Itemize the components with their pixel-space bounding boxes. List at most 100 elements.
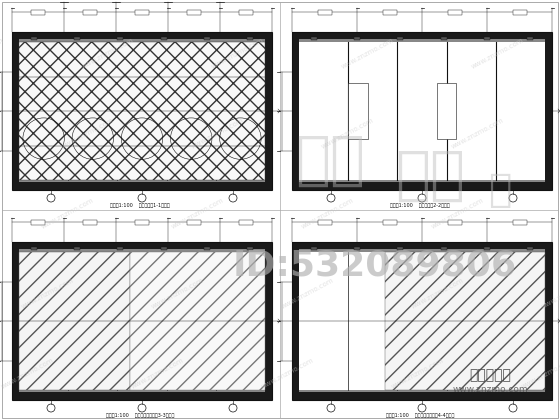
Text: www.znzmo.com: www.znzmo.com — [340, 37, 395, 70]
Bar — [292, 180, 552, 182]
Text: www.znzmo.com: www.znzmo.com — [190, 117, 245, 150]
Bar — [528, 37, 533, 40]
Bar — [248, 37, 253, 40]
Circle shape — [418, 404, 426, 412]
Bar — [12, 249, 272, 252]
Bar — [265, 242, 272, 400]
Bar — [83, 220, 97, 225]
Text: www.znzmo.com: www.znzmo.com — [150, 277, 204, 310]
Bar — [545, 32, 552, 190]
Bar — [292, 32, 552, 190]
Bar — [292, 32, 552, 39]
Bar — [385, 252, 545, 390]
Text: www.znzmo.com: www.znzmo.com — [452, 386, 528, 394]
Bar — [348, 84, 368, 139]
Bar — [74, 37, 80, 40]
Text: www.znzmo.com: www.znzmo.com — [0, 357, 54, 390]
Text: www.znzmo.com: www.znzmo.com — [320, 117, 375, 150]
Text: www.znzmo.com: www.znzmo.com — [280, 277, 334, 310]
Bar — [354, 247, 360, 250]
Circle shape — [229, 194, 237, 202]
Bar — [484, 247, 490, 250]
Bar — [292, 242, 299, 400]
Bar — [31, 220, 45, 225]
Bar — [292, 32, 299, 190]
Bar — [19, 42, 265, 180]
Text: www.znzmo.com: www.znzmo.com — [540, 277, 560, 310]
Text: www.znzmo.com: www.znzmo.com — [390, 357, 445, 390]
Bar — [118, 247, 123, 250]
Circle shape — [327, 194, 335, 202]
Bar — [437, 84, 456, 139]
Bar — [292, 392, 552, 400]
Bar — [512, 10, 526, 15]
Bar — [12, 390, 272, 392]
Text: www.znzmo.com: www.znzmo.com — [520, 357, 560, 390]
Text: www.znzmo.com: www.znzmo.com — [430, 197, 484, 230]
Text: 知未资料库: 知未资料库 — [469, 368, 511, 382]
Bar — [311, 37, 316, 40]
Bar — [292, 182, 552, 190]
Bar — [292, 242, 552, 400]
Bar — [118, 37, 123, 40]
Bar — [12, 392, 272, 400]
Bar — [441, 37, 447, 40]
Text: 比例：1:100    五层及以上立面图3-3剖面图: 比例：1:100 五层及以上立面图3-3剖面图 — [106, 412, 174, 417]
Text: www.znzmo.com: www.znzmo.com — [80, 37, 134, 70]
Bar — [545, 242, 552, 400]
Bar — [292, 249, 552, 252]
Bar — [19, 252, 130, 390]
Bar — [31, 10, 45, 15]
Text: www.znzmo.com: www.znzmo.com — [410, 277, 465, 310]
Bar — [31, 37, 36, 40]
Bar — [204, 247, 210, 250]
Text: 资料: 资料 — [395, 147, 465, 204]
Circle shape — [509, 404, 517, 412]
Bar — [12, 32, 272, 190]
Bar — [12, 32, 272, 39]
Bar — [12, 39, 272, 42]
Text: www.znzmo.com: www.znzmo.com — [170, 197, 225, 230]
Bar — [135, 10, 149, 15]
Bar — [292, 390, 552, 392]
Text: 库: 库 — [488, 171, 512, 209]
Bar — [354, 37, 360, 40]
Bar — [12, 182, 272, 190]
Text: 比例：1:100    一层立面图2-2剖面图: 比例：1:100 一层立面图2-2剖面图 — [390, 202, 450, 207]
Text: www.znzmo.com: www.znzmo.com — [450, 117, 505, 150]
Text: www.znzmo.com: www.znzmo.com — [260, 357, 315, 390]
Bar — [484, 37, 490, 40]
Bar — [318, 220, 332, 225]
Text: www.znzmo.com: www.znzmo.com — [470, 37, 525, 70]
Text: www.znzmo.com: www.znzmo.com — [0, 37, 4, 70]
Bar — [265, 32, 272, 190]
Bar — [382, 220, 396, 225]
Text: ID:532089806: ID:532089806 — [233, 248, 517, 282]
Bar — [12, 180, 272, 182]
Text: www.znzmo.com: www.znzmo.com — [20, 277, 74, 310]
Bar — [248, 247, 253, 250]
Circle shape — [138, 404, 146, 412]
Circle shape — [509, 194, 517, 202]
Text: 比例：1:100    五层及以上立面图4-4剖面图: 比例：1:100 五层及以上立面图4-4剖面图 — [386, 412, 454, 417]
Bar — [161, 247, 167, 250]
Bar — [292, 39, 552, 42]
Bar — [204, 37, 210, 40]
Bar — [12, 32, 19, 190]
Bar — [447, 10, 461, 15]
Circle shape — [327, 404, 335, 412]
Bar — [31, 247, 36, 250]
Bar — [382, 10, 396, 15]
Bar — [187, 220, 201, 225]
Circle shape — [138, 194, 146, 202]
Text: www.znzmo.com: www.znzmo.com — [300, 197, 354, 230]
Bar — [74, 247, 80, 250]
Bar — [239, 10, 253, 15]
Bar — [528, 247, 533, 250]
Text: 比例：1:100    一层立面图1-1剖面图: 比例：1:100 一层立面图1-1剖面图 — [110, 202, 170, 207]
Bar — [12, 242, 272, 400]
Text: www.znzmo.com: www.znzmo.com — [60, 117, 115, 150]
Bar — [12, 242, 272, 249]
Bar — [441, 247, 447, 250]
Text: www.znzmo.com: www.znzmo.com — [210, 37, 264, 70]
